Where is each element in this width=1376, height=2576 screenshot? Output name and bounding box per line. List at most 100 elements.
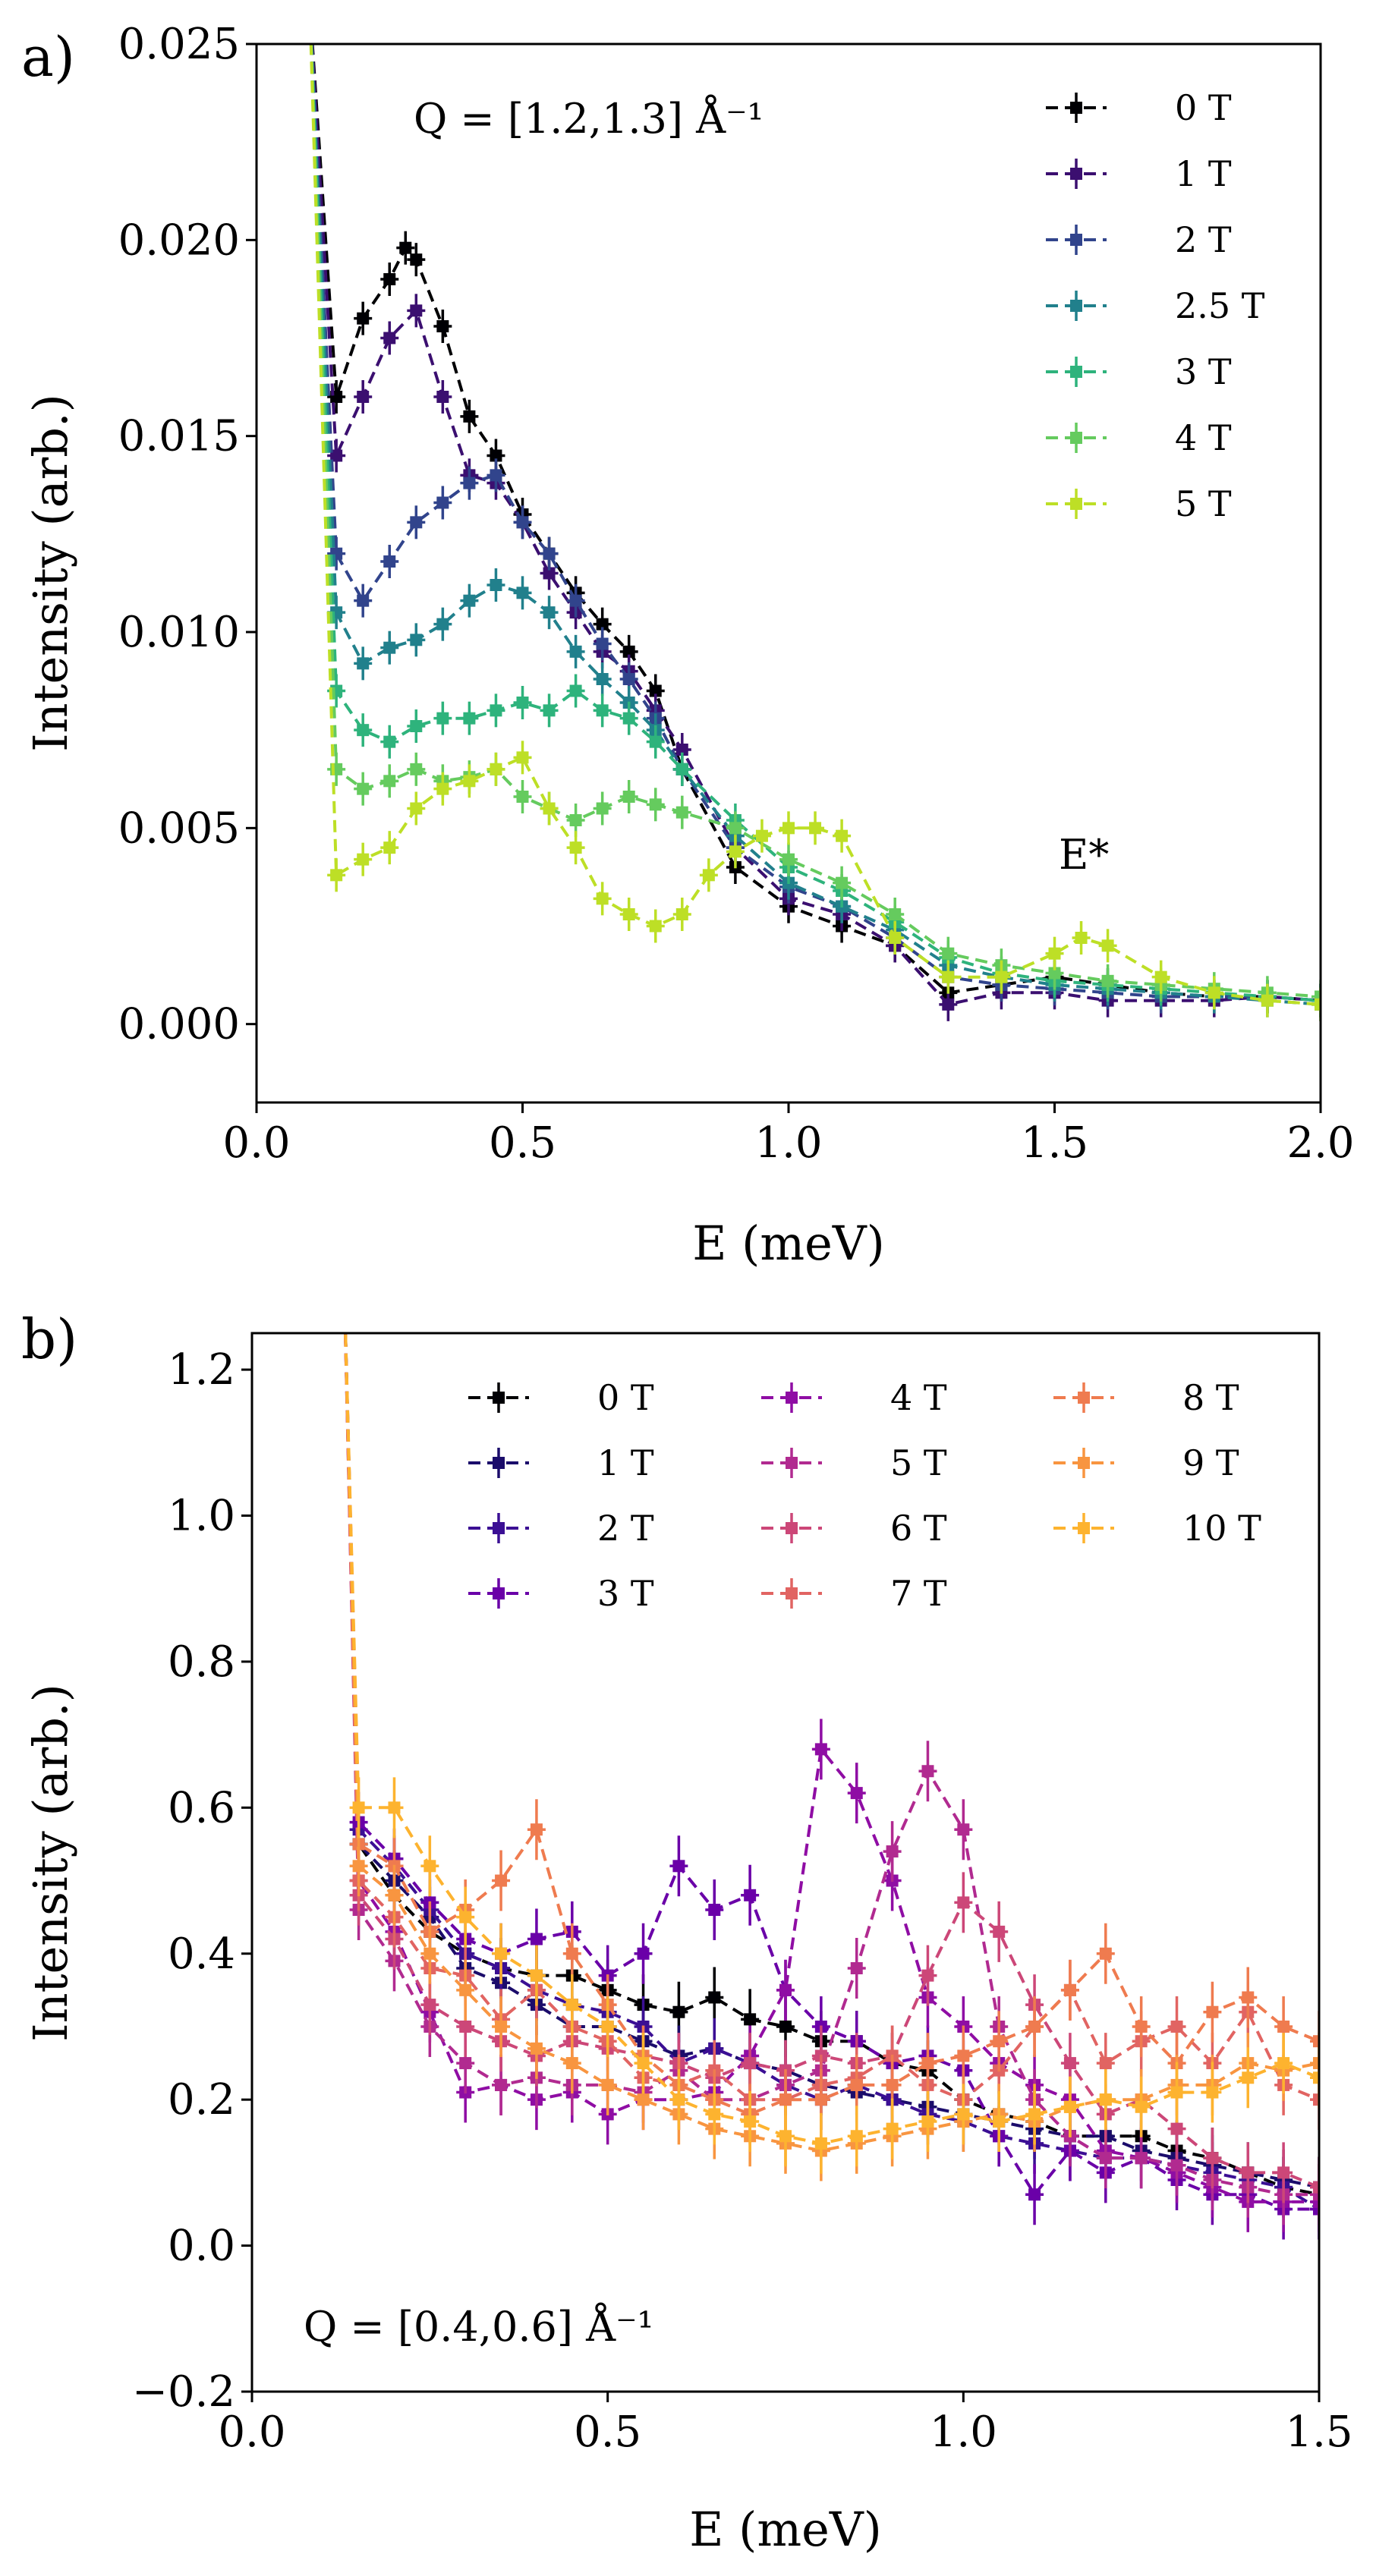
data-point [1135, 2100, 1148, 2113]
y-tick-label: 0.000 [118, 1000, 240, 1049]
series-10t [344, 1333, 1319, 2174]
data-point [1206, 2005, 1219, 2018]
data-point [814, 1743, 827, 1756]
x-tick-label: 1.5 [1285, 2408, 1352, 2457]
data-point [338, 1291, 351, 1303]
panel-b-ticks: 0.0 0.5 1.0 1.5−0.20.00.20.40.60.81.01.2 [132, 1345, 1353, 2457]
data-point [565, 1999, 578, 2011]
legend-marker [786, 1587, 798, 1599]
data-point [459, 2020, 472, 2033]
y-tick-label: 0.2 [168, 2075, 235, 2125]
y-tick-label: 0.020 [118, 215, 240, 265]
legend-marker [1070, 432, 1082, 444]
y-tick-label: 0.6 [168, 1783, 235, 1832]
data-point [622, 908, 635, 920]
data-point [352, 1860, 365, 1873]
legend-label: 1 T [597, 1442, 654, 1483]
data-point [410, 516, 423, 529]
legend-marker [493, 1457, 505, 1469]
data-point [436, 320, 449, 332]
data-point [543, 547, 556, 560]
data-point [1048, 967, 1061, 980]
panel-a-ticks: 0.0 0.5 1.0 1.5 2.0 0.000 0.005 0.010 0.015 0.020… [118, 20, 1355, 1168]
data-point [1101, 939, 1114, 952]
data-point [702, 869, 715, 882]
data-point [637, 1947, 650, 1960]
data-point [1313, 2057, 1319, 2070]
data-point [622, 673, 635, 685]
data-point [569, 645, 582, 658]
data-point [490, 763, 502, 775]
data-point [649, 735, 662, 748]
data-point [1170, 2086, 1183, 2099]
legend-entry: 4 T [761, 1377, 947, 1418]
legend-marker [786, 1457, 798, 1469]
data-point [729, 845, 742, 858]
data-point [1170, 2159, 1183, 2172]
data-point [357, 594, 370, 607]
data-point [304, 0, 316, 11]
data-point [755, 829, 768, 842]
data-point [569, 684, 582, 697]
data-point [596, 802, 609, 815]
data-point [463, 775, 476, 788]
data-point [921, 2115, 934, 2128]
data-point [1170, 2122, 1183, 2135]
x-tick-label: 0.5 [574, 2408, 641, 2457]
legend-marker [493, 1392, 505, 1404]
data-point [850, 1962, 863, 1974]
panel-b-xlabel: E (meV) [689, 2502, 882, 2557]
panel-b-series-layer [338, 1291, 1319, 2240]
legend-label: 8 T [1182, 1377, 1239, 1418]
data-point [530, 2042, 543, 2055]
legend-entry: 9 T [1053, 1442, 1239, 1483]
data-point [672, 2005, 685, 2018]
legend-marker [1070, 168, 1082, 180]
data-point [1135, 2152, 1148, 2165]
series-line [310, 44, 1321, 1002]
data-point [383, 555, 396, 568]
data-point [744, 1889, 757, 1901]
data-point [993, 1925, 1006, 1938]
data-point [490, 449, 502, 462]
series-8t [338, 1291, 1319, 2145]
y-tick-label: 0.010 [118, 608, 240, 657]
data-point [463, 477, 476, 489]
data-point [921, 2057, 934, 2070]
data-point [1277, 2057, 1290, 2070]
data-point [957, 1896, 970, 1909]
data-point [957, 1823, 970, 1836]
data-point [304, 0, 316, 11]
legend-entry: 5 T [1046, 483, 1232, 524]
panel-b-label: b) [21, 1307, 77, 1371]
legend-entry: 6 T [761, 1508, 947, 1549]
legend-label: 1 T [1175, 153, 1232, 194]
data-point [921, 1765, 934, 1778]
data-point [436, 712, 449, 725]
legend-label: 7 T [890, 1573, 947, 1614]
data-point [675, 806, 688, 819]
panel-a-axes-frame [255, 42, 1322, 1104]
data-point [338, 1291, 351, 1303]
y-tick-label: 0.025 [118, 20, 240, 69]
data-point [672, 2093, 685, 2106]
series-5t [309, 44, 1321, 1021]
data-point [836, 829, 849, 842]
legend-label: 4 T [1175, 417, 1232, 458]
data-point [338, 1291, 351, 1303]
data-point [708, 1991, 721, 2004]
data-point [1028, 2108, 1041, 2121]
legend-marker [1070, 366, 1082, 378]
data-point [886, 1845, 899, 1858]
legend-label: 5 T [890, 1442, 947, 1483]
series-line [310, 44, 1321, 1007]
data-point [383, 273, 396, 285]
legend-marker [1078, 1392, 1090, 1404]
data-point [304, 0, 316, 11]
legend-marker [786, 1392, 798, 1404]
series-line [344, 1333, 1319, 2211]
data-point [388, 1889, 401, 1901]
data-point [516, 697, 529, 709]
legend-entry: 10 T [1053, 1508, 1261, 1549]
data-point [1277, 2166, 1290, 2179]
